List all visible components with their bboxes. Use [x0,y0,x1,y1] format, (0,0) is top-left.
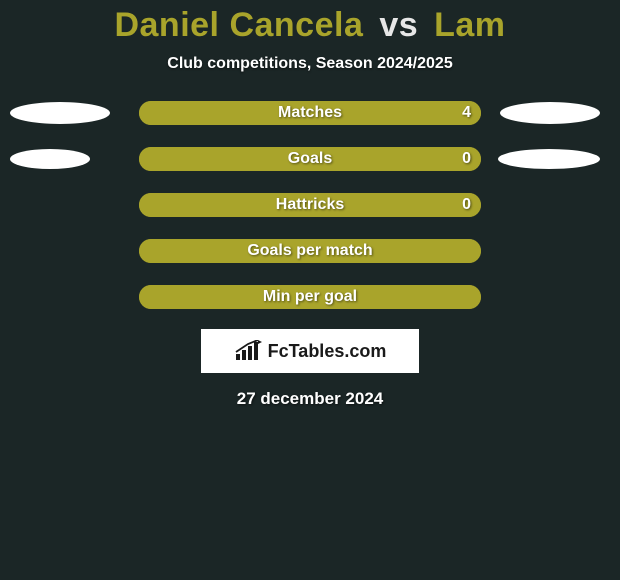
stat-label: Goals per match [247,242,372,260]
decoration-ellipse-left [10,102,110,124]
stat-value-right: 0 [462,150,471,168]
stat-label: Matches [278,104,342,122]
decoration-ellipse-right [498,149,600,169]
stat-row: Goals per match [0,239,620,263]
page-title: Daniel Cancela vs Lam [114,6,505,45]
stat-bar: 4 Matches [139,101,481,125]
stat-label: Hattricks [276,196,344,214]
title-player2: Lam [434,6,505,44]
stat-value-right: 4 [462,104,471,122]
stat-row: Min per goal [0,285,620,309]
brand-badge[interactable]: FcTables.com [201,329,419,373]
stat-label: Goals [288,150,332,168]
stat-label: Min per goal [263,288,357,306]
stat-bar: Min per goal [139,285,481,309]
stat-value-right: 0 [462,196,471,214]
stats-comparison-card: Daniel Cancela vs Lam Club competitions,… [0,0,620,580]
stat-bar: Goals per match [139,239,481,263]
decoration-ellipse-right [500,102,600,124]
brand-logo-icon [234,340,262,362]
stat-row: 0 Goals [0,147,620,171]
stat-bar: 0 Goals [139,147,481,171]
decoration-ellipse-left [10,149,90,169]
stat-bar: 0 Hattricks [139,193,481,217]
stat-row: 0 Hattricks [0,193,620,217]
title-player1: Daniel Cancela [114,6,363,44]
stat-row: 4 Matches [0,101,620,125]
date-label: 27 december 2024 [237,389,384,409]
title-vs: vs [379,6,418,44]
brand-text: FcTables.com [268,341,387,362]
subtitle: Club competitions, Season 2024/2025 [167,55,452,73]
comparison-chart: 4 Matches 0 Goals 0 Hattricks Goals per match M… [0,101,620,309]
